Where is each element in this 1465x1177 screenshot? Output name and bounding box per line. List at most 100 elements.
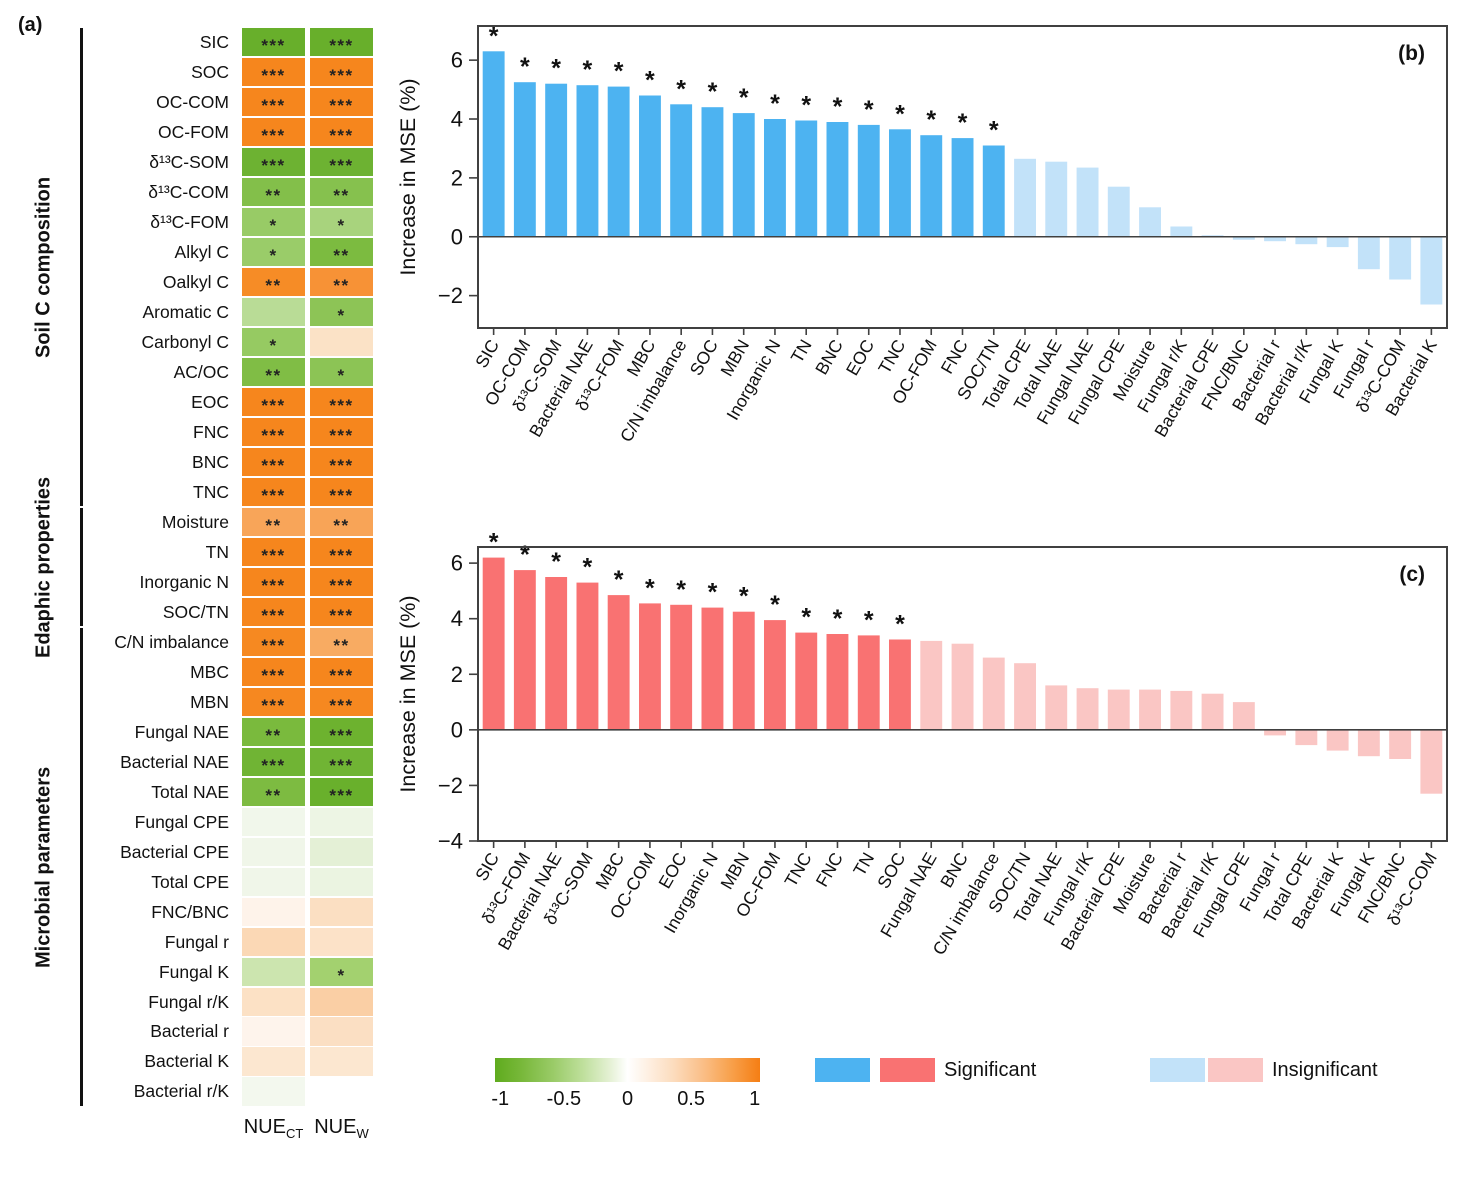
x-tick-label: BNC (811, 336, 847, 378)
bar (482, 557, 505, 730)
heatmap-cell: * (242, 237, 305, 267)
bar (1420, 236, 1443, 305)
x-tick-label: SOC (686, 336, 722, 379)
heatmap-cell: * (242, 327, 305, 357)
bar (701, 607, 724, 730)
row-label: TNC (193, 481, 229, 502)
significance-stars: ** (333, 245, 350, 265)
bar (1170, 226, 1193, 237)
heatmap-cell: ** (242, 357, 305, 387)
heatmap-cell: *** (242, 387, 305, 416)
row-label: Fungal r/K (148, 991, 229, 1012)
significance-star: * (833, 93, 843, 121)
heatmap-cell: *** (242, 417, 305, 446)
significance-stars: ** (333, 515, 350, 535)
heatmap-cell: ** (310, 237, 373, 267)
heatmap-cell: ** (242, 777, 305, 806)
significance-stars: *** (261, 95, 286, 115)
row-label: MBC (190, 661, 229, 682)
column-header-nue-ct: NUECT (242, 1116, 305, 1141)
heatmap-row: Carbonyl C * (90, 327, 380, 357)
row-label: Oalkyl C (162, 271, 229, 292)
significance-star: * (614, 566, 624, 594)
significance-stars: ** (265, 185, 282, 205)
bar (951, 138, 974, 237)
group-label: Edaphic properties (32, 476, 55, 658)
bar (670, 604, 693, 730)
heatmap-cell (242, 987, 305, 1016)
heatmap-cell (310, 897, 373, 926)
significance-star: * (958, 109, 968, 137)
heatmap-cell (310, 327, 373, 357)
row-label: Bacterial r (150, 1021, 229, 1042)
heatmap-cell: *** (310, 747, 373, 776)
heatmap-cell: *** (242, 627, 305, 656)
row-label: Bacterial K (144, 1051, 229, 1072)
bar (1232, 702, 1255, 730)
row-label: SOC (191, 61, 229, 82)
significance-star: * (645, 574, 655, 602)
significance-stars: *** (329, 725, 354, 745)
heatmap-cell (310, 1017, 373, 1046)
y-tick-label: 4 (451, 606, 463, 631)
heatmap-cell: *** (242, 147, 305, 177)
heatmap-cell (242, 867, 305, 896)
heatmap-cell: *** (310, 417, 373, 446)
heatmap-row: FNC/BNC (90, 897, 380, 926)
significance-stars: *** (329, 785, 354, 805)
column-header-sub: W (356, 1126, 369, 1141)
x-tick-label: TNC (780, 849, 815, 890)
y-tick-label: −2 (438, 283, 463, 308)
row-label: MBN (190, 691, 229, 712)
heatmap-cell: *** (242, 87, 305, 117)
colorbar-tick: 1 (749, 1088, 761, 1110)
bar (576, 85, 599, 237)
significance-star: * (551, 55, 561, 83)
significance-stars: *** (261, 545, 286, 565)
y-tick-label: 6 (451, 48, 463, 73)
heatmap-row: AC/OC ** * (90, 357, 380, 387)
heatmap-cell: *** (310, 28, 373, 57)
group-label: Soil C composition (32, 176, 55, 358)
significance-star: * (551, 548, 561, 576)
bar (1420, 729, 1443, 794)
heatmap-cell: *** (310, 387, 373, 416)
bar-chart-nue-w: *SIC*δ¹³C-FOM*Bacterial NAE*δ¹³C-SOM*MBC… (396, 529, 1448, 958)
significance-stars: *** (261, 695, 286, 715)
significance-star: * (520, 53, 530, 81)
correlation-colorbar (495, 1058, 760, 1082)
heatmap-cell: ** (242, 267, 305, 297)
significance-stars: *** (261, 755, 286, 775)
bar (889, 639, 911, 730)
heatmap-row: Total NAE ** *** (90, 777, 380, 806)
column-header-nue-w: NUEW (310, 1116, 373, 1141)
x-tick-label: TN (849, 849, 878, 879)
heatmap-row: SOC *** *** (90, 57, 380, 87)
significance-stars: *** (329, 125, 354, 145)
row-label: Total CPE (151, 871, 229, 892)
significance-stars: * (269, 245, 278, 265)
bar (607, 595, 630, 730)
heatmap-row: BNC *** *** (90, 447, 380, 476)
bar (1295, 729, 1318, 746)
y-axis-label: Increase in MSE (%) (396, 595, 420, 792)
significance-star: * (583, 56, 593, 84)
bar (1045, 685, 1068, 730)
x-tick-label: SIC (471, 336, 503, 371)
bar (1139, 689, 1161, 730)
significance-stars: * (337, 965, 346, 985)
legend-swatch-insignificant-blue (1150, 1058, 1205, 1082)
legend-swatch-significant-red (880, 1058, 935, 1082)
bar (670, 104, 693, 237)
colorbar-tick: -1 (491, 1088, 510, 1110)
bar (764, 119, 786, 237)
bar (889, 129, 911, 237)
row-label: OC-FOM (158, 121, 229, 142)
bar (732, 611, 755, 730)
bar (1201, 693, 1224, 730)
heatmap-cell (242, 1077, 305, 1106)
heatmap-cell: * (242, 207, 305, 237)
bar (795, 632, 818, 730)
significance-star: * (895, 611, 905, 639)
heatmap-cell: *** (310, 597, 373, 626)
